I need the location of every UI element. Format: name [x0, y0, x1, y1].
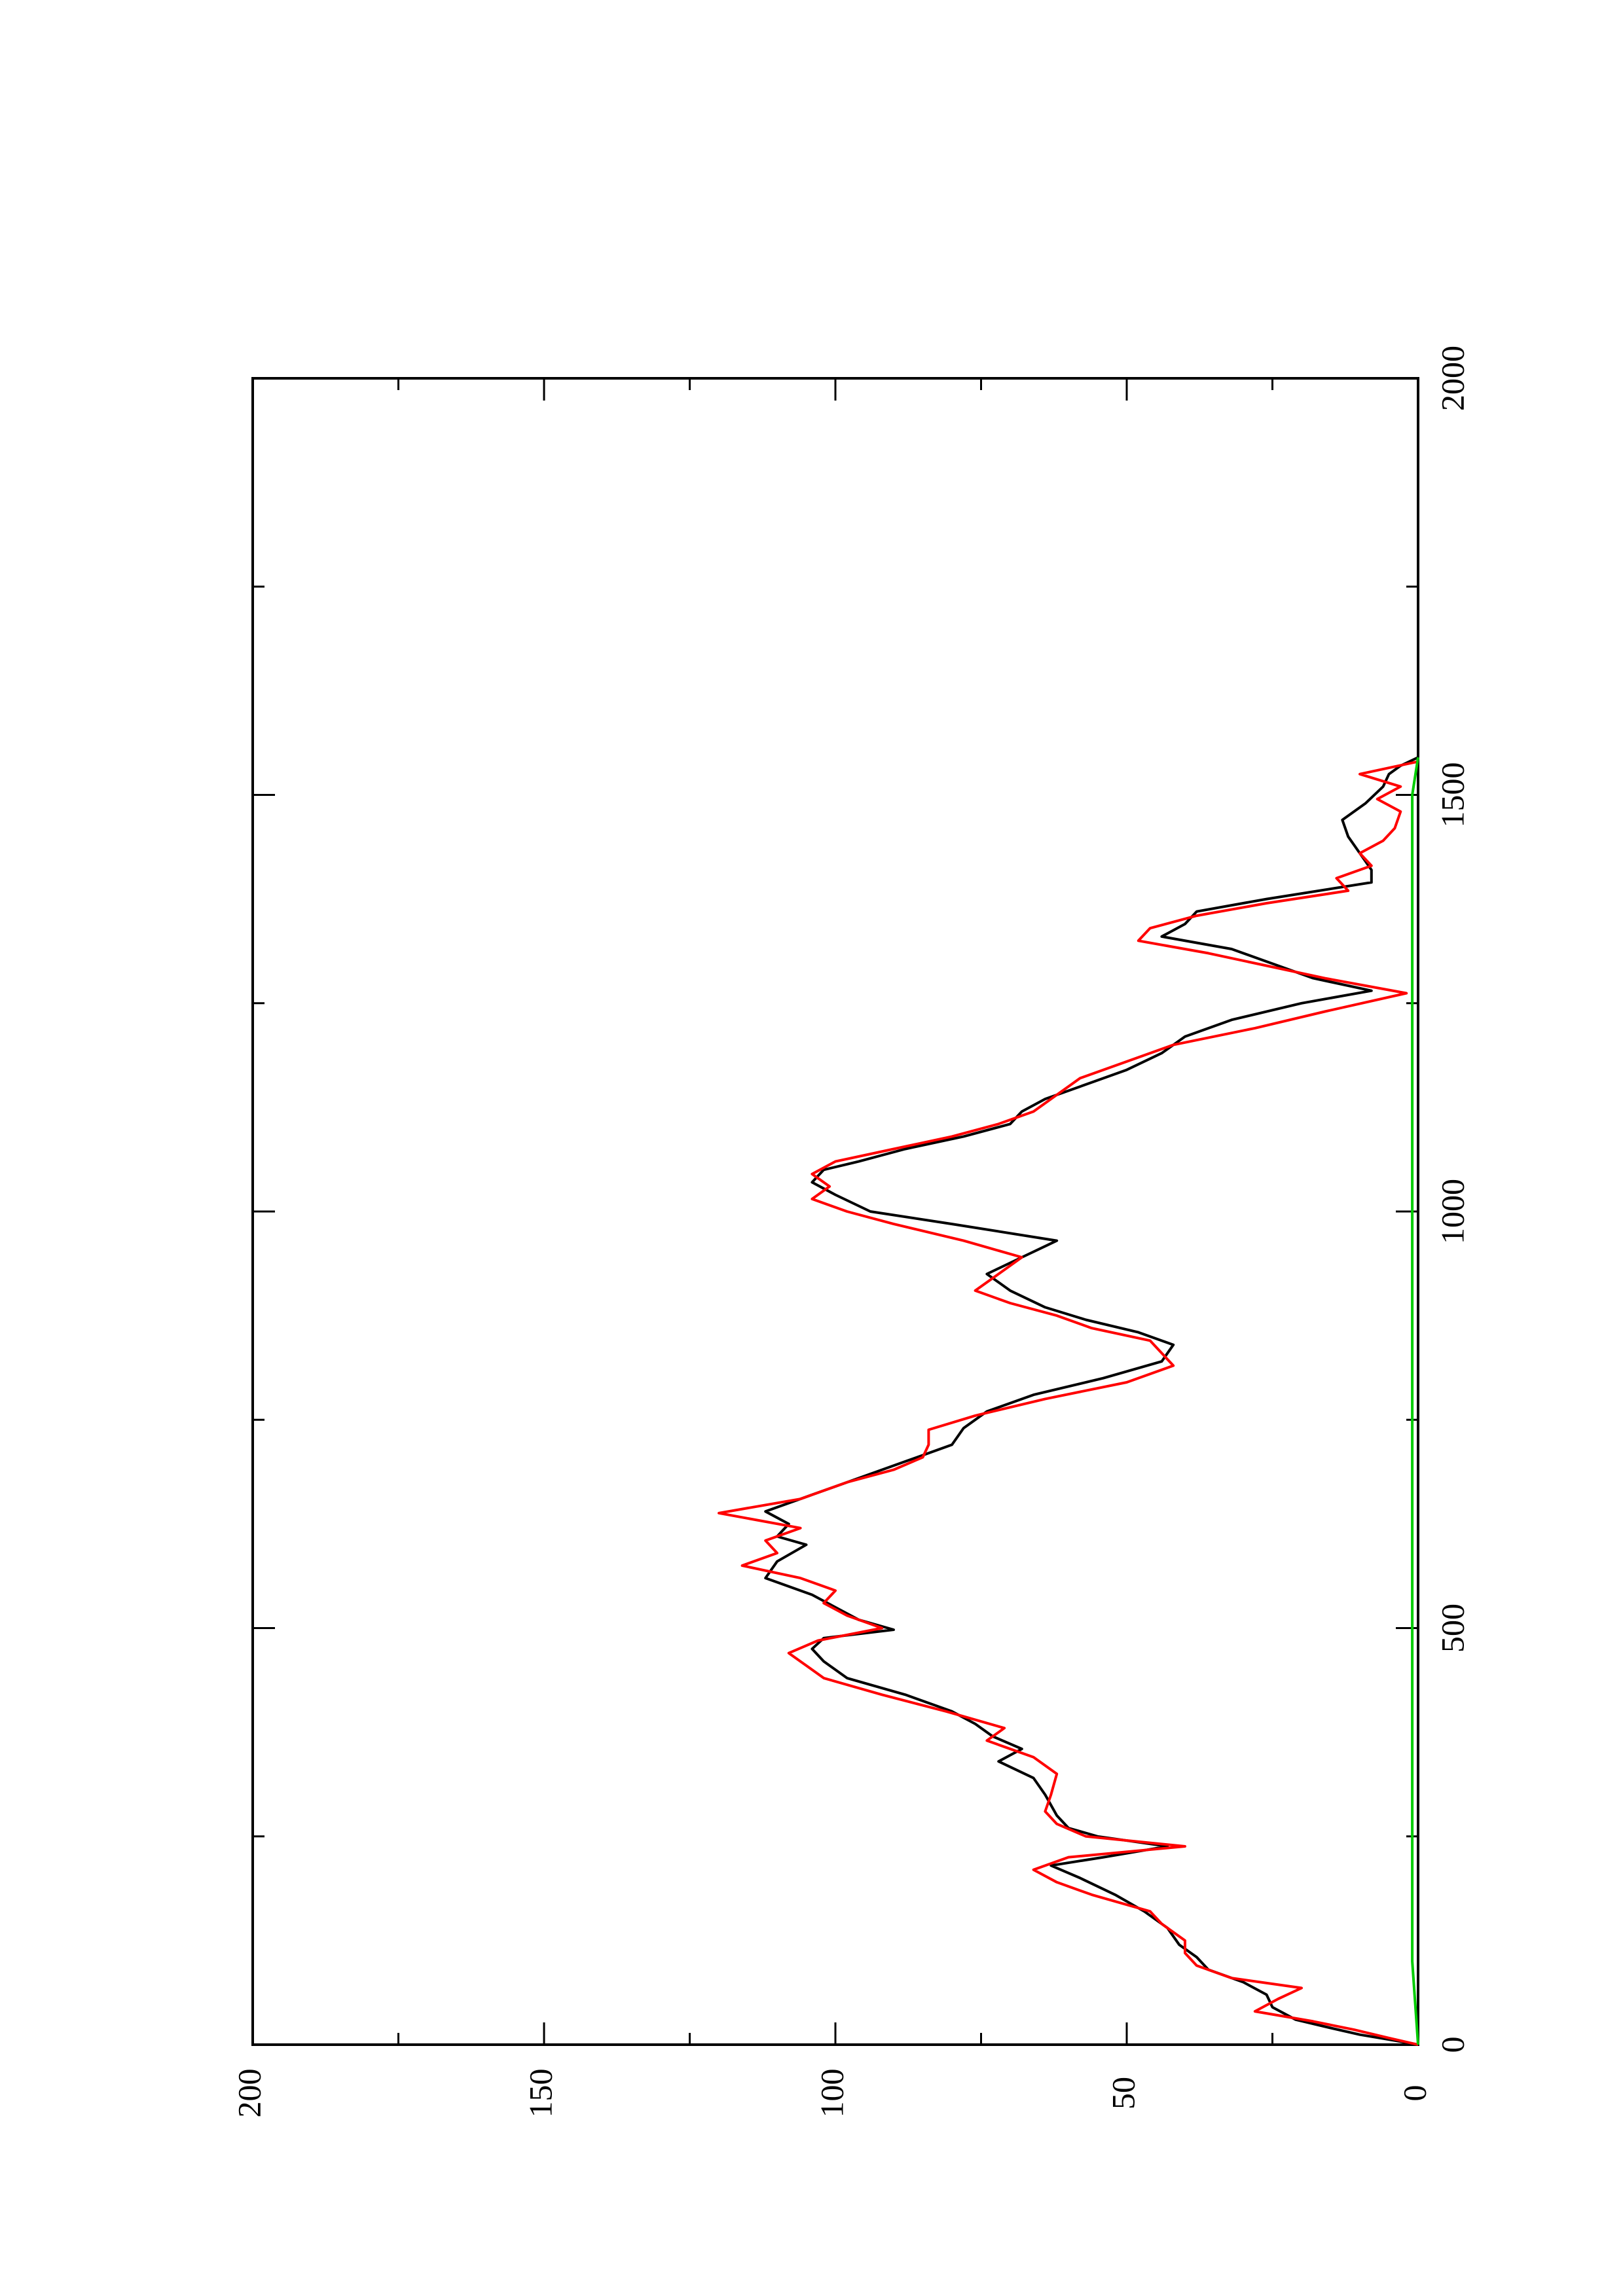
y-tick-label: 150 [522, 2069, 558, 2118]
y-tick-label: 50 [1104, 2077, 1141, 2109]
series-line-3 [1411, 757, 1419, 2045]
y-tick-label: 0 [1396, 2085, 1432, 2102]
x-tick-label: 500 [1434, 1604, 1470, 1653]
y-tick-label: 100 [813, 2069, 850, 2118]
x-tick-label: 1000 [1434, 1179, 1470, 1244]
series-layer [718, 756, 1419, 2046]
plot-frame [251, 377, 1419, 2046]
x-tick-label: 1500 [1434, 762, 1470, 828]
axis-tick-labels: 0 500 1000 1500 2000 0 50 100 150 200 [230, 346, 1470, 2118]
series-line-2 [718, 760, 1419, 2046]
series-line-1 [764, 756, 1419, 2046]
axis-ticks [251, 377, 1419, 2046]
x-tick-label: 0 [1434, 2037, 1470, 2053]
x-tick-label: 2000 [1434, 346, 1470, 411]
y-tick-label: 200 [230, 2069, 267, 2118]
